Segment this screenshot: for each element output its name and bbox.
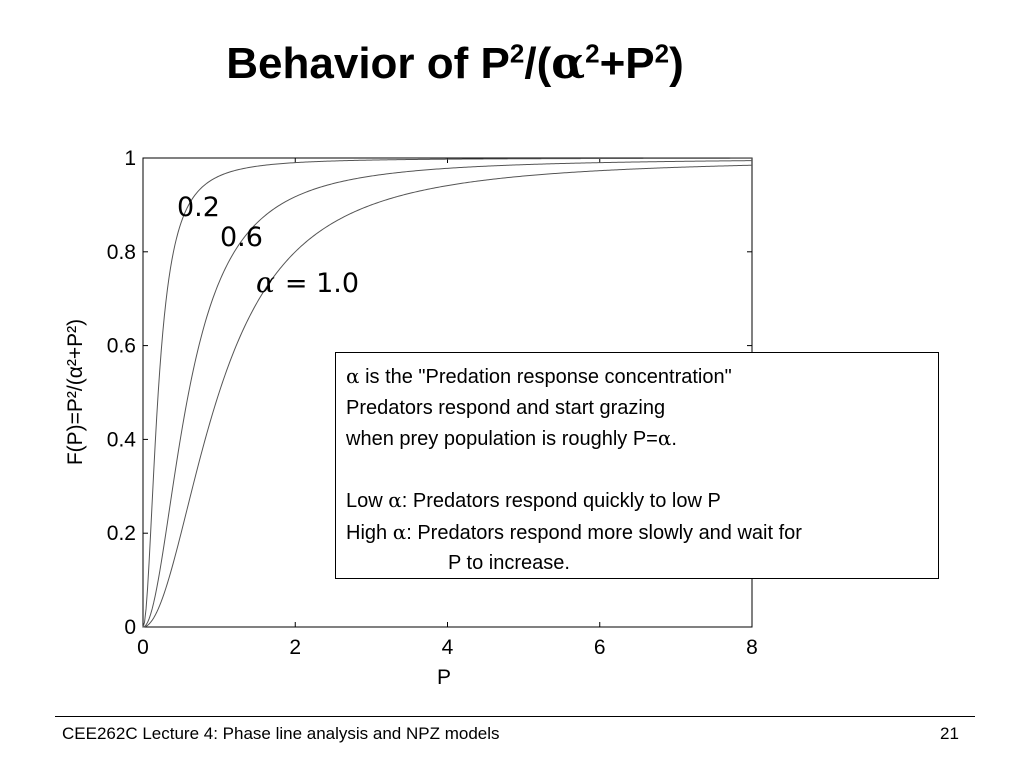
curve-label-value: = 1.0 xyxy=(285,268,359,299)
curve-alpha-0.2 xyxy=(142,157,752,628)
footer-text: CEE262C Lecture 4: Phase line analysis a… xyxy=(62,724,500,743)
info-line-3: when prey population is roughly P=α. xyxy=(346,423,938,455)
x-tick-label: 6 xyxy=(594,636,606,659)
info-blank-line xyxy=(346,455,938,486)
title-sup-2: 2 xyxy=(585,38,600,69)
y-tick-label: 0.6 xyxy=(107,335,136,358)
curve-alpha-0.6 xyxy=(142,160,753,628)
info-line-6: P to increase. xyxy=(448,552,570,574)
curve-label-0.2: 0.2 xyxy=(177,192,220,223)
x-tick-label: 8 xyxy=(746,636,758,659)
title-close: ) xyxy=(669,39,684,88)
y-tick-label: 0.2 xyxy=(107,522,136,545)
y-tick-label: 0.8 xyxy=(107,241,136,264)
info-alpha-3: α xyxy=(657,426,672,450)
title-sup-3: 2 xyxy=(654,38,670,69)
title-sup-1: 2 xyxy=(509,38,525,69)
y-axis-label: F(P)=P²/(α²+P²) xyxy=(64,319,87,465)
info-line-1-text: is the "Predation response concentration… xyxy=(359,366,732,388)
title-prefix: Behavior of P xyxy=(226,39,510,88)
info-alpha-5: α xyxy=(392,519,407,544)
info-box: α is the "Predation response concentrati… xyxy=(335,352,939,579)
title-plus: +P xyxy=(599,39,655,88)
x-ticks: 0 2 4 6 8 xyxy=(137,158,758,659)
title-alpha: α xyxy=(551,38,586,89)
x-tick-label: 2 xyxy=(289,636,301,659)
x-tick-label: 4 xyxy=(442,636,454,659)
info-line-5-text-a: High xyxy=(346,521,393,544)
info-line-2: Predators respond and start grazing xyxy=(346,396,666,419)
curve-label-alpha: α xyxy=(256,266,275,299)
chart: 0 2 4 6 8 0 0.2 0.4 0.6 0.8 1 P F(P)=P²/(α²+P²) 0… xyxy=(64,147,758,689)
curve-alpha-1 xyxy=(142,164,753,628)
y-ticks: 0 0.2 0.4 0.6 0.8 1 xyxy=(107,147,752,639)
x-tick-label: 0 xyxy=(137,636,149,659)
info-line-4: Low α: Predators respond quickly to low … xyxy=(346,485,938,517)
slide-title: Behavior of P2/(α2+P2) xyxy=(0,38,910,89)
curve-label-0.6: 0.6 xyxy=(220,222,263,253)
y-tick-label: 1 xyxy=(124,147,136,170)
info-line-3-text-b: . xyxy=(671,428,677,450)
x-axis-label: P xyxy=(437,666,451,689)
footer-rule xyxy=(55,716,975,717)
info-alpha-1: α xyxy=(346,364,360,388)
title-mid: /( xyxy=(524,39,552,88)
info-line-3-text-a: when prey population is roughly P= xyxy=(346,428,658,450)
info-line-4-text-b: : Predators respond quickly to low P xyxy=(401,490,721,512)
info-line-1: α is the "Predation response concentrati… xyxy=(346,361,938,393)
y-tick-label: 0.4 xyxy=(107,428,137,451)
page-number: 21 xyxy=(940,724,959,743)
info-alpha-4: α xyxy=(388,488,402,512)
curve-label-1.0: α = 1.0 xyxy=(256,266,359,299)
curves xyxy=(142,157,753,628)
info-line-5-text-b: : Predators respond more slowly and wait… xyxy=(406,521,802,544)
info-line-5: High α: Predators respond more slowly an… xyxy=(346,517,938,549)
y-tick-label: 0 xyxy=(124,616,136,639)
info-line-4-text-a: Low xyxy=(346,490,389,512)
